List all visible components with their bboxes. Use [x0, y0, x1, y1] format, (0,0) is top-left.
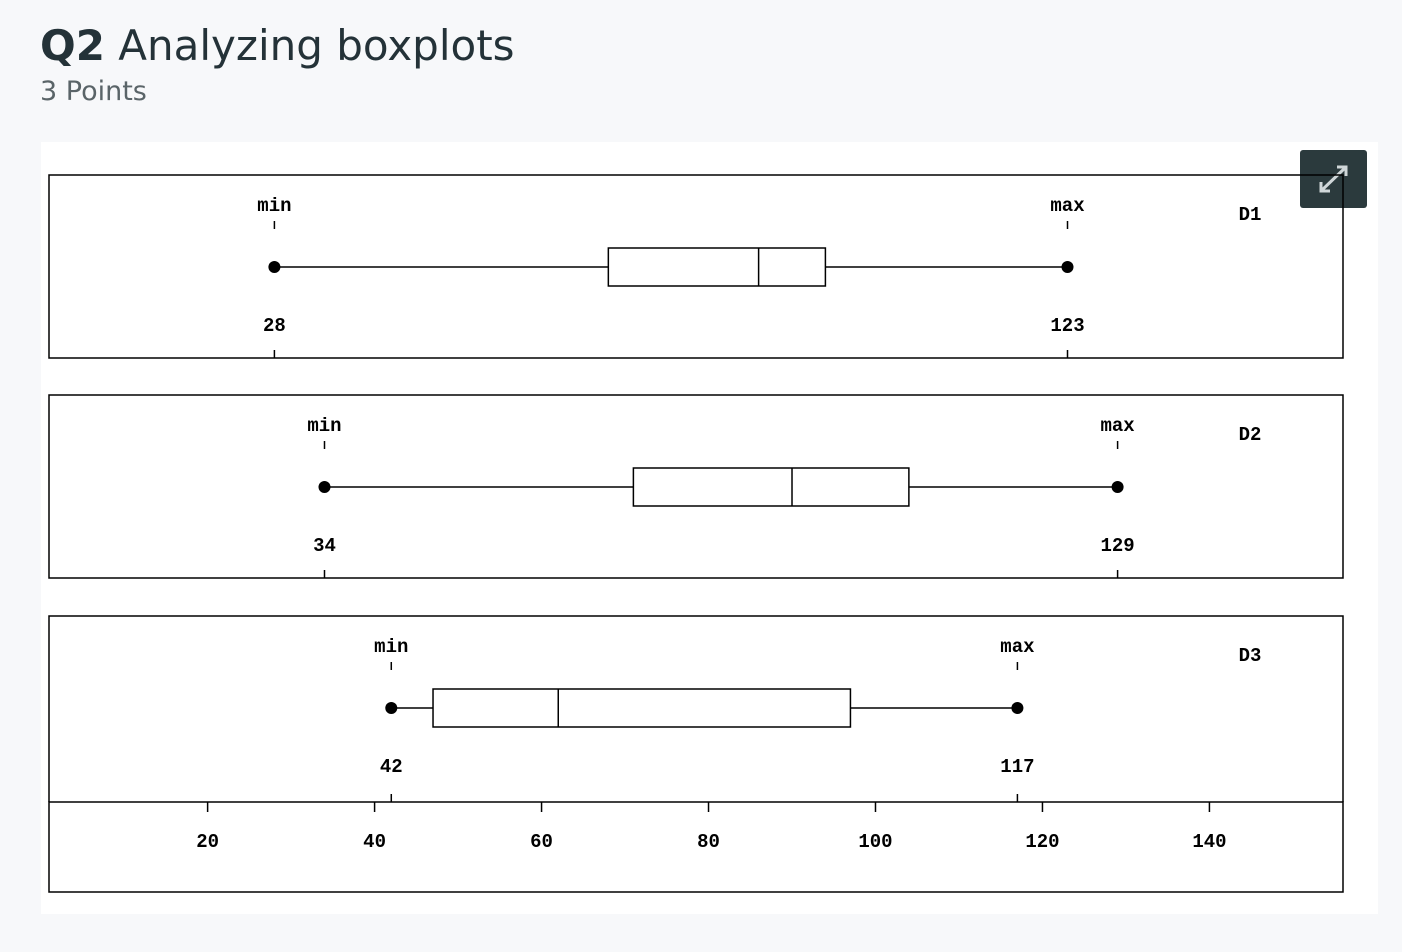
- axis-panel: [48, 801, 1344, 893]
- extreme-label: min: [307, 415, 341, 437]
- panel-frame: [48, 615, 1344, 802]
- extreme-label: min: [374, 636, 408, 658]
- extreme-label: max: [1050, 195, 1084, 217]
- expand-button[interactable]: [1300, 150, 1367, 208]
- panel-frame: [48, 174, 1344, 359]
- series-label: D1: [1239, 204, 1262, 226]
- extreme-point: [1011, 702, 1024, 714]
- x-tick-label: 60: [530, 831, 553, 853]
- x-tick-label: 100: [858, 831, 892, 853]
- series-label: D3: [1239, 645, 1262, 667]
- question-header: Q2 Analyzing boxplots 3 Points: [40, 18, 515, 110]
- extreme-point: [1061, 261, 1074, 273]
- extreme-point: [268, 261, 281, 273]
- extreme-label: max: [1100, 415, 1134, 437]
- extreme-point: [385, 702, 398, 714]
- extreme-value: 123: [1050, 315, 1084, 337]
- extreme-value: 117: [1000, 756, 1034, 778]
- extreme-label: max: [1000, 636, 1034, 658]
- extreme-point: [1111, 481, 1124, 493]
- x-tick-label: 120: [1025, 831, 1059, 853]
- extreme-value: 34: [313, 535, 336, 557]
- extreme-value: 28: [263, 315, 286, 337]
- x-tick-label: 140: [1192, 831, 1226, 853]
- box: [432, 688, 852, 728]
- x-tick-label: 20: [196, 831, 219, 853]
- box: [632, 467, 910, 507]
- extreme-value: 129: [1100, 535, 1134, 557]
- points: 3 Points: [40, 76, 147, 107]
- x-tick-label: 40: [363, 831, 386, 853]
- panel-frame: [48, 394, 1344, 579]
- extreme-value: 42: [380, 756, 403, 778]
- title-text: Analyzing boxplots: [118, 21, 515, 70]
- series-label: D2: [1239, 424, 1262, 446]
- extreme-label: min: [257, 195, 291, 217]
- box: [607, 247, 827, 287]
- expand-icon[interactable]: [1319, 165, 1348, 193]
- question-number: Q2: [40, 21, 105, 70]
- question-title: Q2 Analyzing boxplots: [40, 18, 515, 74]
- x-tick-label: 80: [697, 831, 720, 853]
- extreme-point: [318, 481, 331, 493]
